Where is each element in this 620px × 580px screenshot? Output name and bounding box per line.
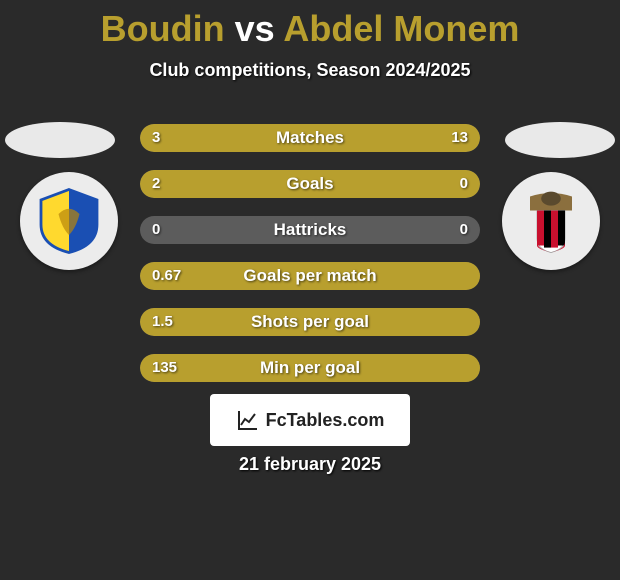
- eagle-shield-icon: [516, 186, 586, 256]
- stats-container: 313Matches 20Goals 00Hattricks 0.67Goals pe…: [140, 124, 480, 400]
- shield-icon: [34, 186, 104, 256]
- stat-row: 1.5Shots per goal: [140, 308, 480, 336]
- watermark: FcTables.com: [210, 394, 410, 446]
- stat-label: Min per goal: [140, 354, 480, 382]
- date-text: 21 february 2025: [0, 454, 620, 475]
- stat-row: 135Min per goal: [140, 354, 480, 382]
- stat-label: Hattricks: [140, 216, 480, 244]
- player1-flag-placeholder: [5, 122, 115, 158]
- watermark-text: FcTables.com: [266, 410, 385, 431]
- player1-name: Boudin: [101, 8, 225, 49]
- stat-row: 20Goals: [140, 170, 480, 198]
- player2-name: Abdel Monem: [283, 8, 519, 49]
- vs-text: vs: [235, 8, 275, 49]
- stat-row: 0.67Goals per match: [140, 262, 480, 290]
- chart-icon: [236, 408, 260, 432]
- stat-label: Shots per goal: [140, 308, 480, 336]
- stat-row: 00Hattricks: [140, 216, 480, 244]
- stat-row: 313Matches: [140, 124, 480, 152]
- stat-label: Goals per match: [140, 262, 480, 290]
- player2-flag-placeholder: [505, 122, 615, 158]
- stat-label: Goals: [140, 170, 480, 198]
- subtitle: Club competitions, Season 2024/2025: [0, 60, 620, 81]
- player2-club-crest: [502, 172, 600, 270]
- page-title: Boudin vs Abdel Monem: [0, 0, 620, 50]
- stat-label: Matches: [140, 124, 480, 152]
- player1-club-crest: [20, 172, 118, 270]
